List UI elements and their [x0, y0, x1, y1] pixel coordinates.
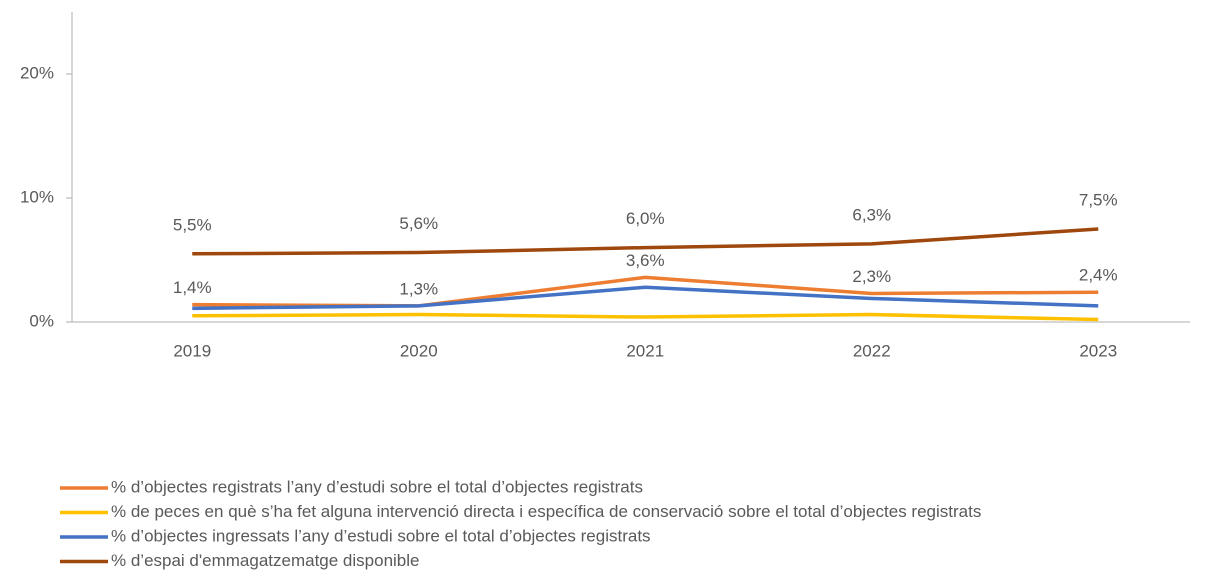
legend-label: % de peces en què s’ha fet alguna interv… [111, 502, 981, 521]
y-tick-label: 0% [29, 311, 54, 330]
y-tick-label: 10% [20, 187, 54, 206]
data-label: 2,4% [1079, 266, 1118, 285]
x-tick-label: 2019 [173, 341, 211, 360]
data-label: 3,6% [626, 251, 665, 270]
x-tick-label: 2023 [1079, 341, 1117, 360]
legend-label: % d’objectes ingressats l’any d’estudi s… [111, 526, 651, 545]
x-tick-label: 2022 [853, 341, 891, 360]
data-label: 7,5% [1079, 190, 1118, 209]
x-tick-label: 2020 [400, 341, 438, 360]
data-label: 2,3% [852, 267, 891, 286]
data-label: 1,3% [399, 279, 438, 298]
series-line [192, 312, 1099, 322]
series-line [192, 285, 1099, 311]
data-label: 1,4% [173, 278, 212, 297]
data-label: 6,3% [852, 205, 891, 224]
data-label: 5,5% [173, 215, 212, 234]
y-tick-label: 20% [20, 63, 54, 82]
data-label: 6,0% [626, 209, 665, 228]
series-line [192, 227, 1099, 256]
x-tick-label: 2021 [626, 341, 664, 360]
legend-label: % d’espai d'emmagatzematge disponible [111, 551, 419, 570]
data-label: 5,6% [399, 214, 438, 233]
legend-label: % d’objectes registrats l’any d’estudi s… [111, 477, 643, 496]
